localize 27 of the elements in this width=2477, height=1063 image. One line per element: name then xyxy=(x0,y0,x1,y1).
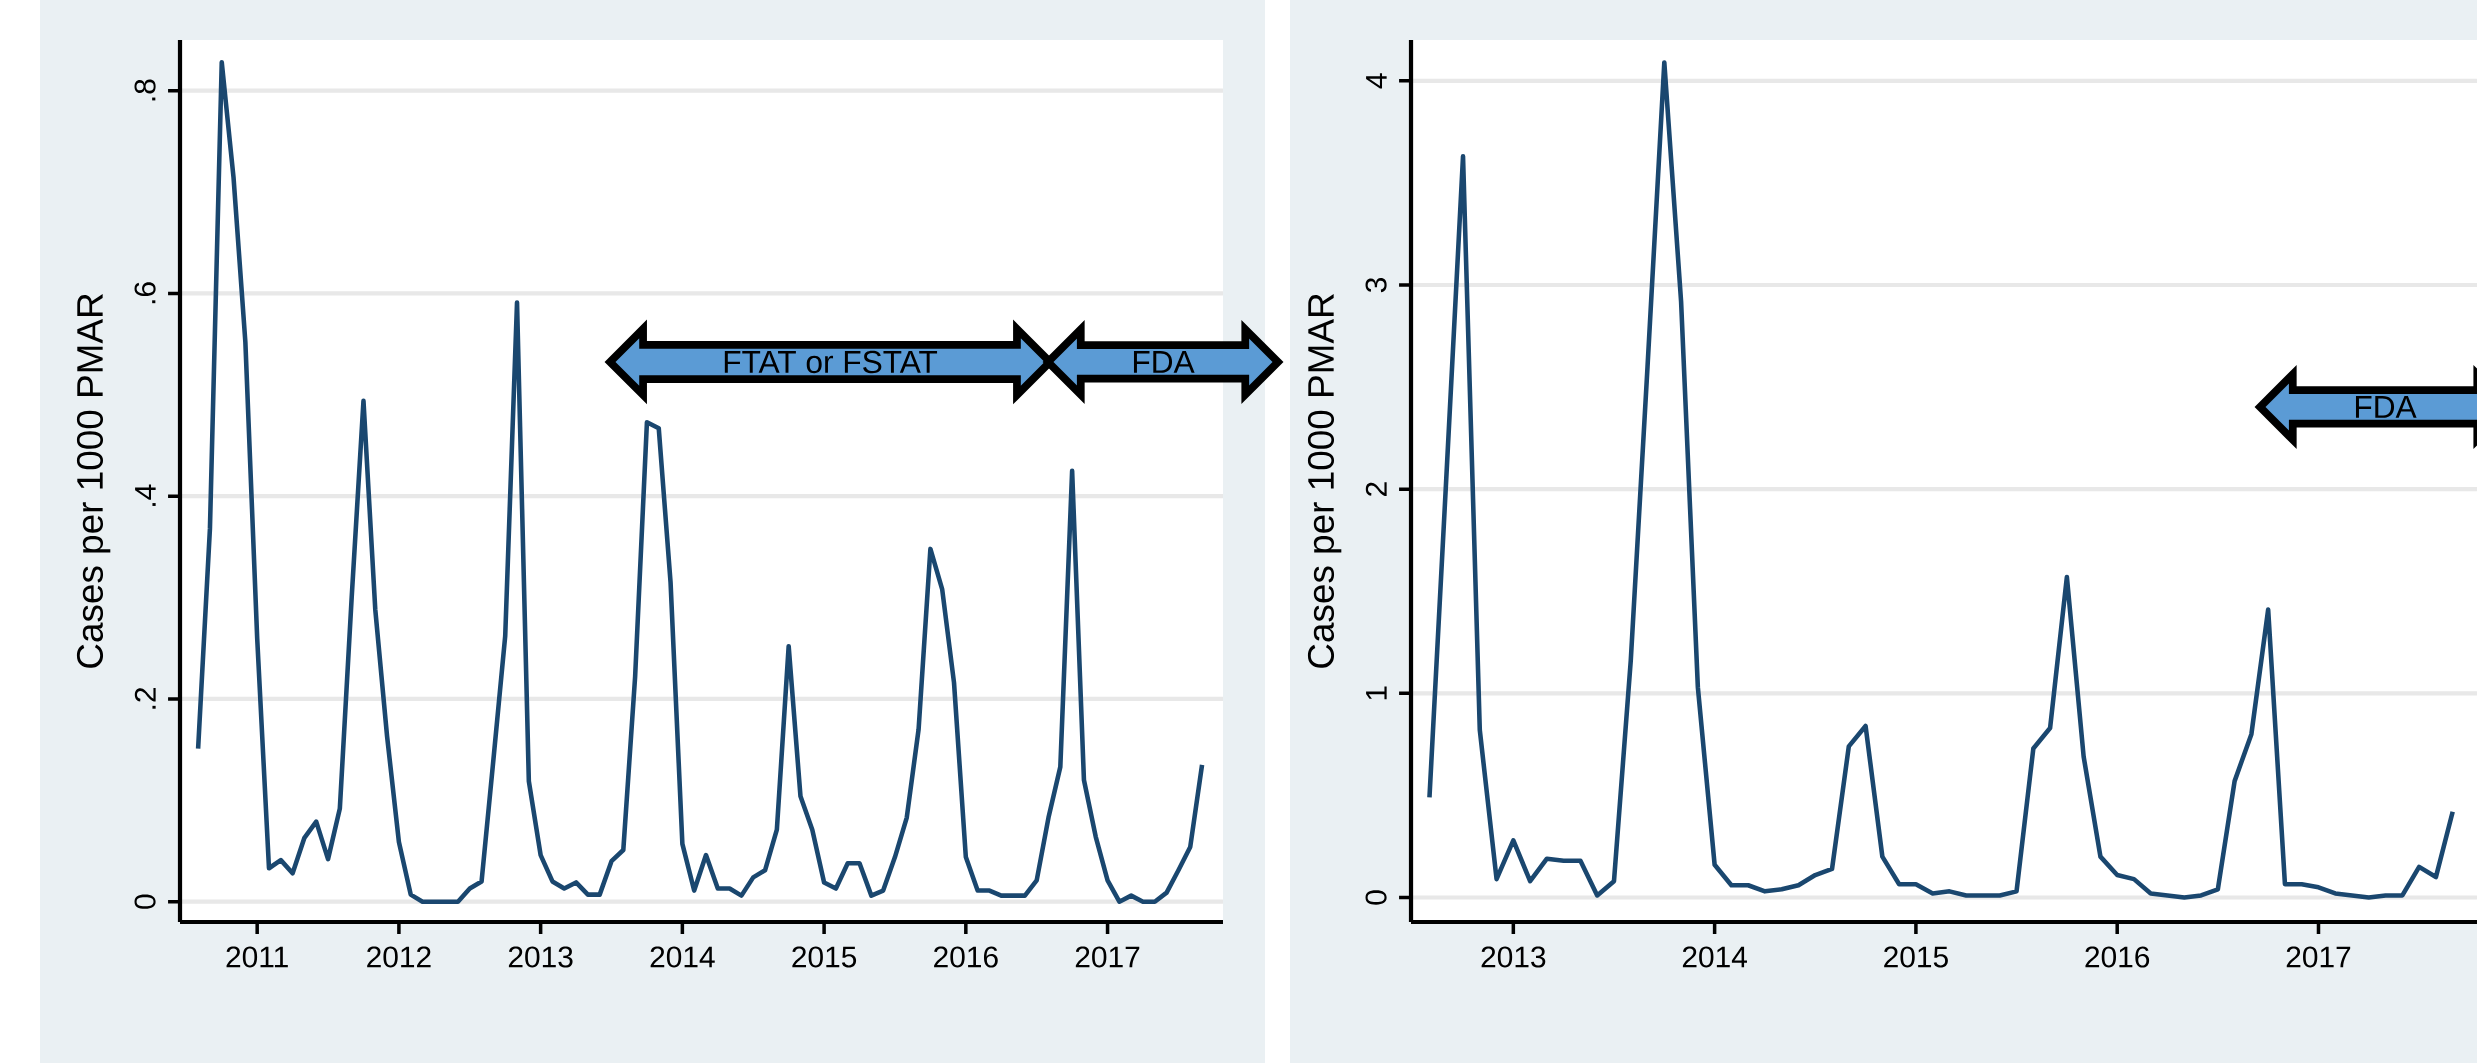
x-tick-label: 2016 xyxy=(934,946,998,968)
x-tick-label: 2012 xyxy=(367,946,431,968)
y-axis-title: Cases per 1000 PMAR xyxy=(76,294,111,668)
y-tick-label: .6 xyxy=(134,282,156,304)
y-tick-label: 0 xyxy=(134,894,156,909)
x-tick-label: 2011 xyxy=(226,946,288,968)
y-tick-label: .8 xyxy=(134,79,156,101)
y-tick-label: 4 xyxy=(1366,73,1387,89)
y-tick-label: 1 xyxy=(1366,686,1387,700)
x-tick-label: 2013 xyxy=(1481,946,1546,968)
x-tick-label: 2014 xyxy=(1682,946,1747,968)
x-tick-label: 2015 xyxy=(1884,946,1948,968)
y-tick-label: .4 xyxy=(135,484,156,506)
x-tick-label: 2016 xyxy=(2085,946,2150,968)
y-tick-label: 2 xyxy=(1365,482,1387,496)
y-tick-label: .2 xyxy=(134,687,156,709)
y-axis-title: Cases per 1000 PMAR xyxy=(1307,294,1342,668)
y-tick-label: 3 xyxy=(1365,277,1387,293)
x-tick-label: 2017 xyxy=(1075,946,1140,968)
x-tick-label: 2015 xyxy=(792,946,857,968)
y-tick-label: 0 xyxy=(1365,890,1387,905)
annotation: FDA xyxy=(1133,351,1195,373)
x-tick-label: 2017 xyxy=(2286,946,2351,968)
annotation: FDA xyxy=(2355,396,2417,418)
x-tick-label: 2013 xyxy=(508,946,573,968)
annotation: FTAT or FSTAT xyxy=(724,350,938,374)
x-tick-label: 2014 xyxy=(650,946,715,968)
